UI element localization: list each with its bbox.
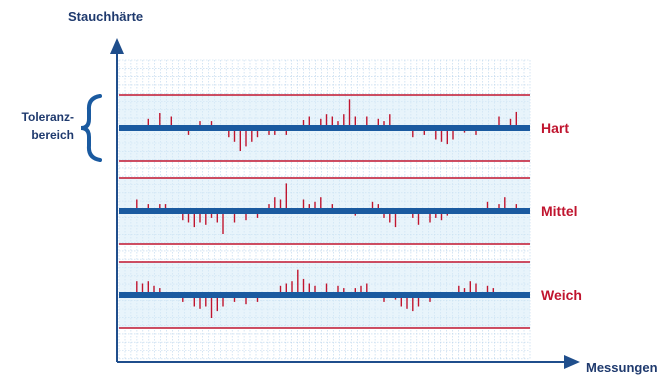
y-axis-arrow-icon (110, 38, 124, 54)
tolerance-brace-icon (80, 94, 102, 162)
y-axis-title: Stauchhärte (68, 9, 143, 24)
band-label-weich: Weich (541, 287, 582, 303)
band-label-mittel: Mittel (541, 203, 578, 219)
measurement-marks: Hart Mittel Weich (119, 99, 582, 318)
x-axis-title: Messungen (586, 360, 658, 375)
x-axis-arrow-icon (564, 355, 580, 369)
band-label-hart: Hart (541, 120, 569, 136)
tolerance-label-line2: bereich (31, 128, 74, 142)
tolerance-label-line1: Toleranz- (22, 110, 74, 124)
